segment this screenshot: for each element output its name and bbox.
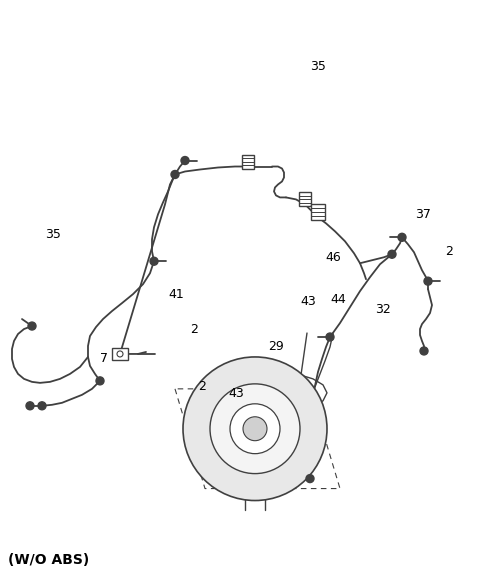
Bar: [311, 204, 325, 220]
Text: 43: 43: [300, 295, 316, 308]
Circle shape: [26, 402, 34, 410]
Circle shape: [420, 347, 428, 355]
Text: 2: 2: [190, 323, 198, 336]
Circle shape: [171, 171, 179, 179]
Text: 2: 2: [198, 380, 206, 393]
Circle shape: [326, 333, 334, 341]
Circle shape: [183, 357, 327, 501]
Circle shape: [181, 156, 189, 164]
Circle shape: [96, 377, 104, 385]
Text: 35: 35: [45, 228, 61, 241]
Circle shape: [424, 277, 432, 285]
Circle shape: [38, 402, 46, 410]
Bar: [112, 348, 128, 360]
Circle shape: [306, 475, 314, 482]
Text: 2: 2: [445, 245, 453, 258]
Text: 35: 35: [310, 61, 326, 73]
Circle shape: [398, 234, 406, 242]
Text: 32: 32: [375, 303, 391, 316]
Text: 7: 7: [100, 352, 108, 365]
Text: 37: 37: [415, 208, 431, 221]
Circle shape: [230, 404, 280, 454]
Bar: [242, 155, 254, 168]
Circle shape: [210, 384, 300, 473]
Circle shape: [388, 250, 396, 258]
Circle shape: [150, 258, 158, 265]
Text: 44: 44: [330, 292, 346, 305]
Text: 46: 46: [325, 251, 341, 264]
Text: (W/O ABS): (W/O ABS): [8, 553, 89, 568]
Text: 43: 43: [228, 387, 244, 400]
Bar: [299, 192, 311, 206]
Text: 41: 41: [168, 288, 184, 301]
Circle shape: [28, 322, 36, 330]
Text: 29: 29: [268, 340, 284, 353]
Circle shape: [243, 417, 267, 441]
